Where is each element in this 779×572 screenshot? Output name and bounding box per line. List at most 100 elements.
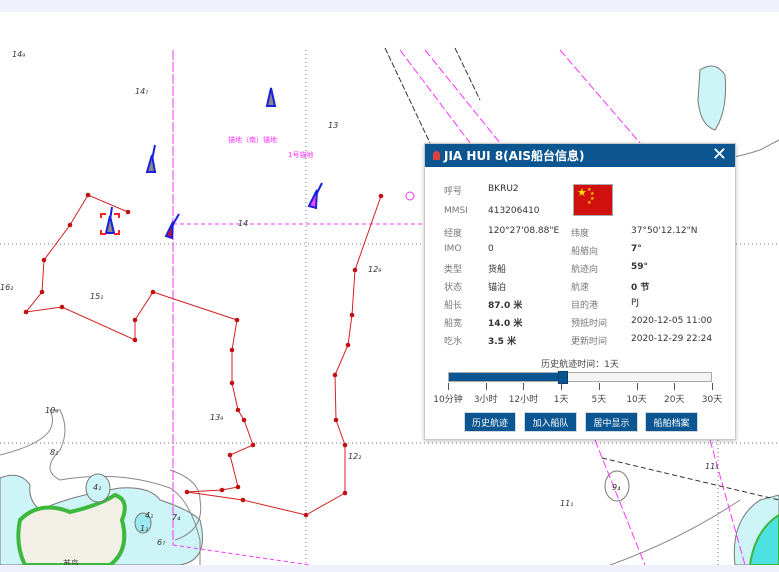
depth-sounding: 6₇ <box>157 538 166 547</box>
info-row: 船艏向 7° <box>571 244 731 257</box>
track-point[interactable] <box>235 407 241 413</box>
close-icon[interactable]: ✕ <box>711 144 727 165</box>
track-point[interactable] <box>23 309 29 315</box>
field-value: 0 节 <box>631 283 650 293</box>
track-point[interactable] <box>184 489 190 495</box>
track-point[interactable] <box>303 512 309 518</box>
track-point[interactable] <box>240 497 246 503</box>
track-point[interactable] <box>132 337 138 343</box>
history-time-slider[interactable] <box>448 371 712 384</box>
shoal <box>604 470 630 502</box>
add-to-fleet-button[interactable]: 加入船队 <box>524 412 577 432</box>
field-value: PJ <box>631 298 640 308</box>
info-row: MMSI 413206410 <box>444 206 588 216</box>
history-track-button[interactable]: 历史航迹 <box>464 412 516 432</box>
track-point[interactable] <box>125 209 131 215</box>
ship-marker[interactable] <box>265 87 277 107</box>
track-point[interactable] <box>332 372 338 378</box>
track-point[interactable] <box>241 417 247 423</box>
info-row: 状态 锚泊 <box>444 280 588 293</box>
track-point[interactable] <box>59 304 65 310</box>
depth-sounding: 14₇ <box>135 87 149 96</box>
field-label: 航迹向 <box>571 265 599 275</box>
track-point[interactable] <box>342 490 348 496</box>
field-value: 413206410 <box>488 206 540 216</box>
field-label: 船宽 <box>444 319 463 329</box>
nautical-chart-map[interactable]: 14₉ 14₇ 13 14 12₉ 16₂ 15₁ 10₉ 13₉ 12₂ 8₁ 4₁ 4₁ 1₁ 6₇ 7₄… <box>0 12 779 565</box>
route-line <box>384 47 431 144</box>
slider-tick-label[interactable]: 12小时 <box>508 395 539 405</box>
field-value: 37°50'12.12"N <box>631 226 698 236</box>
track-point[interactable] <box>229 347 235 353</box>
traffic-lane <box>424 49 501 144</box>
depth-sounding: 13₉ <box>210 413 224 422</box>
center-display-button[interactable]: 居中显示 <box>585 412 638 432</box>
slider-tick <box>712 383 713 390</box>
track-point[interactable] <box>378 193 384 199</box>
slider-tick-label[interactable]: 30天 <box>701 395 723 405</box>
info-row: 船长 87.0 米 <box>444 298 588 311</box>
track-point[interactable] <box>235 484 241 490</box>
track-point[interactable] <box>333 417 339 423</box>
slider-tick <box>561 383 563 390</box>
track-point[interactable] <box>342 442 348 448</box>
china-flag-icon: ★ ★ ★ ★ ★ <box>573 184 613 216</box>
buoy-icon <box>405 191 415 201</box>
info-row: 纬度 37°50'12.12"N <box>571 226 731 239</box>
track-point[interactable] <box>39 289 45 295</box>
slider-tick-label[interactable]: 3小时 <box>473 395 498 405</box>
depth-sounding: 4₁ <box>93 483 101 492</box>
field-label: 吃水 <box>444 337 463 347</box>
field-value: 87.0 米 <box>488 301 523 311</box>
coastline <box>0 409 201 565</box>
track-point[interactable] <box>85 192 91 198</box>
ship-info-panel: JIA HUI 8(AIS船台信息) ✕ ★ ★ ★ ★ ★ 呼号 BKRU2 MMSI 41… <box>424 143 736 440</box>
track-point[interactable] <box>234 317 240 323</box>
selection-frame <box>100 213 120 235</box>
coast-se <box>609 499 741 565</box>
track-point[interactable] <box>227 452 233 458</box>
info-row: 经度 120°27'08.88"E <box>444 226 588 239</box>
island-label: 苏岛 <box>63 558 79 565</box>
panel-title: JIA HUI 8(AIS船台信息) <box>444 149 585 163</box>
island-ne <box>697 65 726 131</box>
slider-tick <box>523 383 525 390</box>
track-point[interactable] <box>345 342 351 348</box>
ship-archive-button[interactable]: 船舶档案 <box>645 412 698 432</box>
slider-tick <box>636 383 638 390</box>
track-point[interactable] <box>150 289 156 295</box>
track-point[interactable] <box>352 267 358 273</box>
track-point[interactable] <box>132 317 138 323</box>
field-value: 锚泊 <box>488 283 507 293</box>
track-point[interactable] <box>250 442 256 448</box>
track-point[interactable] <box>41 257 47 263</box>
track-point[interactable] <box>219 487 225 493</box>
field-value: 2020-12-29 22:24 <box>631 334 713 344</box>
info-row: 更新时间 2020-12-29 22:24 <box>571 334 731 347</box>
ship-marker[interactable] <box>307 182 323 210</box>
track-point[interactable] <box>229 380 235 386</box>
slider-tick-label[interactable]: 5天 <box>591 395 607 405</box>
depth-sounding: 12₉ <box>368 265 382 274</box>
field-label: 纬度 <box>571 229 590 239</box>
depth-sounding: 13 <box>328 121 338 130</box>
ship-marker[interactable] <box>164 213 180 240</box>
info-row: 航迹向 59° <box>571 262 731 275</box>
field-label: 类型 <box>444 265 463 275</box>
history-track-line <box>24 194 382 516</box>
ship-marker[interactable] <box>145 144 157 173</box>
slider-tick-label[interactable]: 1天 <box>553 395 569 405</box>
history-time-label: 历史航迹时间：1天 <box>541 360 619 370</box>
field-value: 120°27'08.88"E <box>488 226 560 236</box>
slider-tick-label[interactable]: 20天 <box>664 395 685 405</box>
field-value: BKRU2 <box>488 184 519 194</box>
depth-sounding: 16₂ <box>0 283 14 292</box>
slider-tick-label[interactable]: 10分钟 <box>433 395 463 405</box>
slider-thumb[interactable] <box>558 371 568 384</box>
slider-tick-label[interactable]: 10天 <box>626 395 647 405</box>
selected-ship-marker[interactable] <box>100 206 120 235</box>
field-label: 状态 <box>444 283 463 293</box>
field-label: 预抵时间 <box>571 319 608 329</box>
track-point[interactable] <box>349 312 355 318</box>
track-point[interactable] <box>67 222 73 228</box>
